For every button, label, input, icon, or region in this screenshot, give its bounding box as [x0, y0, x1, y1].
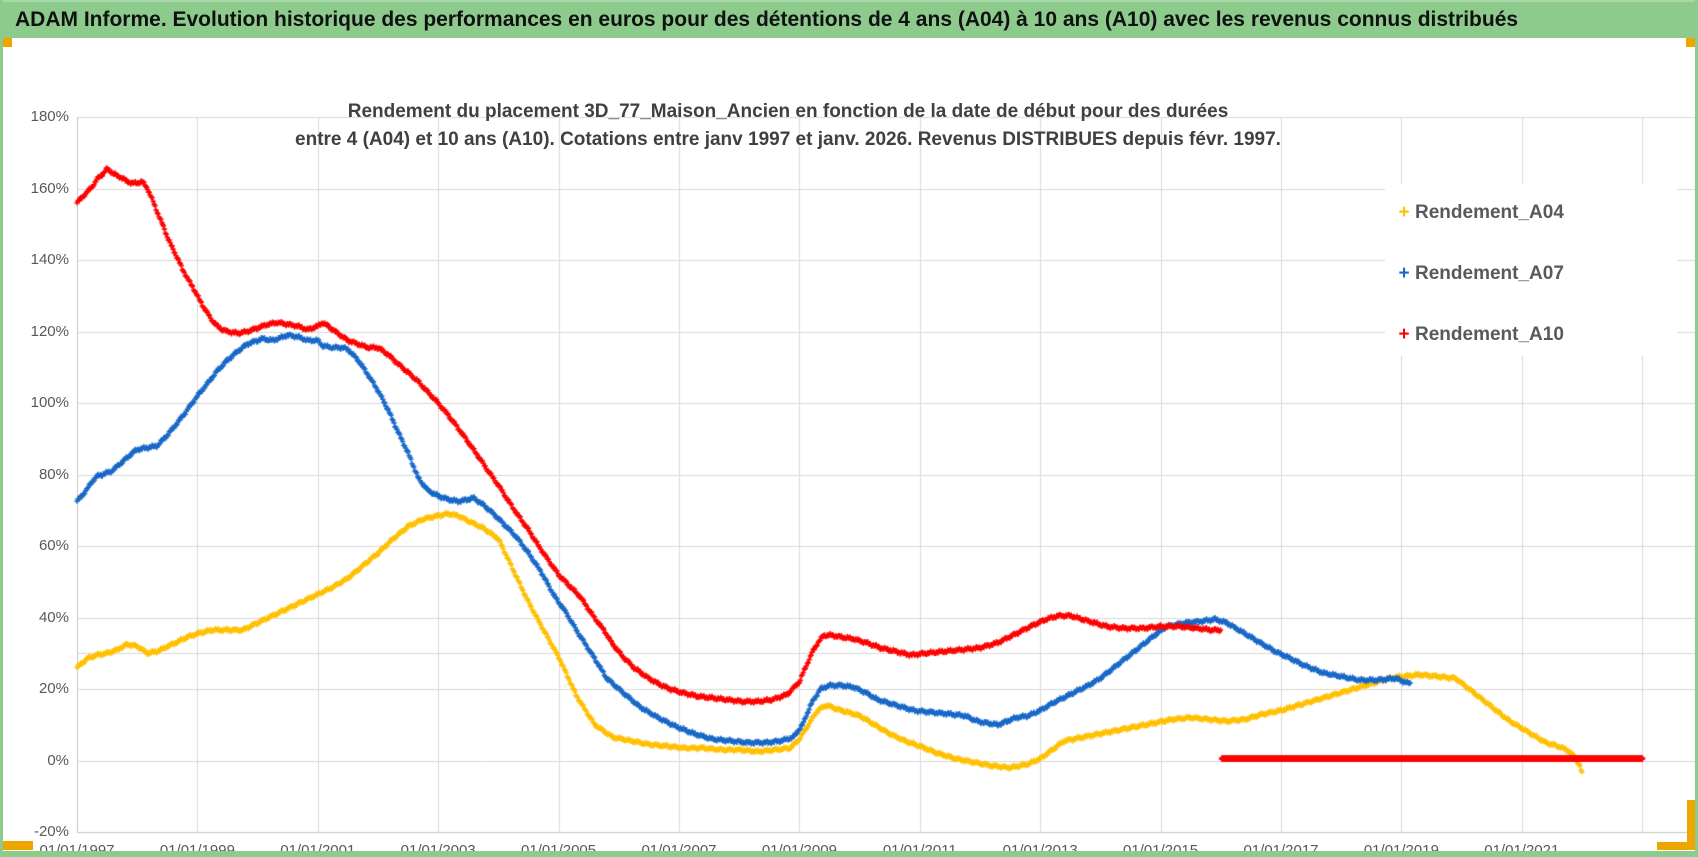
legend-item-a07[interactable]: + Rendement_A07: [1393, 261, 1564, 287]
y-axis-label: 100%: [30, 394, 69, 411]
y-axis-label: 80%: [38, 465, 69, 483]
y-axis-label: -20%: [33, 823, 69, 840]
window-title: ADAM Informe. Evolution historique des p…: [15, 8, 1519, 31]
x-axis-label: 01/01/2009: [761, 842, 837, 857]
legend-label: Rendement_A07: [1415, 263, 1564, 284]
x-axis-label: 01/01/2019: [1363, 842, 1439, 857]
x-axis-label: 01/01/2007: [641, 842, 717, 857]
chart-canvas: [3, 38, 1695, 851]
x-axis-label: 01/01/2005: [521, 842, 597, 857]
x-axis-label: 01/01/2021: [1484, 842, 1560, 857]
x-axis-label: 01/01/1997: [39, 842, 115, 857]
x-axis-label: 01/01/2001: [280, 842, 356, 857]
chart-title-line1: Rendement du placement 3D_77_Maison_Anci…: [347, 101, 1229, 122]
selection-handle-top-left[interactable]: [3, 38, 12, 47]
selection-handle-bottom-right-horizontal[interactable]: [1657, 842, 1695, 850]
y-axis-label: 60%: [38, 537, 69, 554]
y-axis-label: 40%: [38, 608, 69, 626]
chart-area[interactable]: Rendement du placement 3D_77_Maison_Anci…: [3, 38, 1695, 851]
legend: + Rendement_A04 + Rendement_A07 + Rendem…: [1385, 184, 1677, 356]
x-axis-label: 01/01/2017: [1243, 842, 1319, 857]
x-axis-label: 01/01/2013: [1002, 842, 1078, 857]
x-axis-label: 01/01/2011: [882, 842, 957, 857]
plus-marker-icon: +: [1398, 324, 1410, 345]
legend-label: Rendement_A04: [1415, 202, 1564, 223]
plus-marker-icon: +: [1398, 263, 1410, 284]
y-axis-label: 20%: [38, 680, 69, 697]
y-axis-label: 0%: [47, 751, 69, 769]
plus-marker-icon: +: [1398, 202, 1410, 223]
selection-handle-bottom-left[interactable]: [3, 841, 33, 850]
selection-handle-bottom-right[interactable]: [1687, 800, 1695, 850]
chart-title: Rendement du placement 3D_77_Maison_Anci…: [153, 98, 1423, 154]
x-axis-label: 01/01/1999: [159, 842, 235, 857]
y-axis-label: 140%: [30, 251, 69, 268]
window-title-bar: ADAM Informe. Evolution historique des p…: [3, 0, 1695, 38]
x-axis-label: 01/01/2003: [400, 842, 476, 857]
selection-handle-top-right[interactable]: [1686, 38, 1695, 47]
legend-item-a10[interactable]: + Rendement_A10: [1393, 322, 1564, 348]
legend-item-a04[interactable]: + Rendement_A04: [1393, 200, 1564, 226]
y-axis-label: 180%: [30, 108, 69, 125]
legend-label: Rendement_A10: [1415, 324, 1564, 345]
y-axis-label: 160%: [30, 179, 69, 197]
chart-title-line2: entre 4 (A04) et 10 ans (A10). Cotations…: [295, 129, 1281, 150]
y-axis-label: 120%: [30, 322, 69, 340]
x-axis-label: 01/01/2015: [1123, 842, 1199, 857]
